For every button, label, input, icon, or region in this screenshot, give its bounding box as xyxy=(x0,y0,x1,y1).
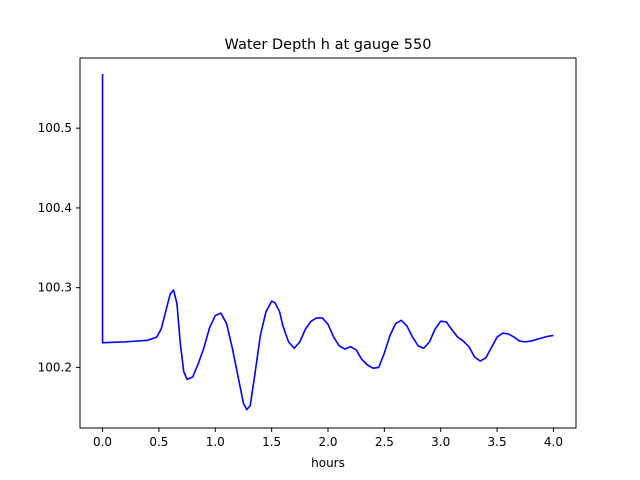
x-tick-label: 1.0 xyxy=(206,435,225,449)
y-tick-label: 100.3 xyxy=(38,281,72,295)
plot-area xyxy=(101,73,554,411)
x-tick-label: 2.0 xyxy=(318,435,337,449)
chart-title: Water Depth h at gauge 550 xyxy=(225,37,432,53)
y-tick-label: 100.5 xyxy=(38,121,72,135)
y-tick-label: 100.4 xyxy=(38,201,72,215)
x-tick-label: 0.0 xyxy=(93,435,112,449)
x-tick-label: 3.0 xyxy=(431,435,450,449)
series-line-0 xyxy=(101,73,554,411)
x-axis-label: hours xyxy=(311,456,345,470)
x-tick-label: 4.0 xyxy=(544,435,563,449)
y-tick-label: 100.2 xyxy=(38,360,72,374)
x-tick-label: 1.5 xyxy=(262,435,281,449)
x-tick-label: 0.5 xyxy=(149,435,168,449)
x-axis: 0.0 0.5 1.0 1.5 2.0 2.5 3.0 3.5 4.0 xyxy=(93,428,563,449)
x-tick-label: 2.5 xyxy=(375,435,394,449)
y-axis: 100.2 100.3 100.4 100.5 xyxy=(38,121,80,374)
plot-frame xyxy=(79,57,577,429)
x-tick-label: 3.5 xyxy=(488,435,507,449)
